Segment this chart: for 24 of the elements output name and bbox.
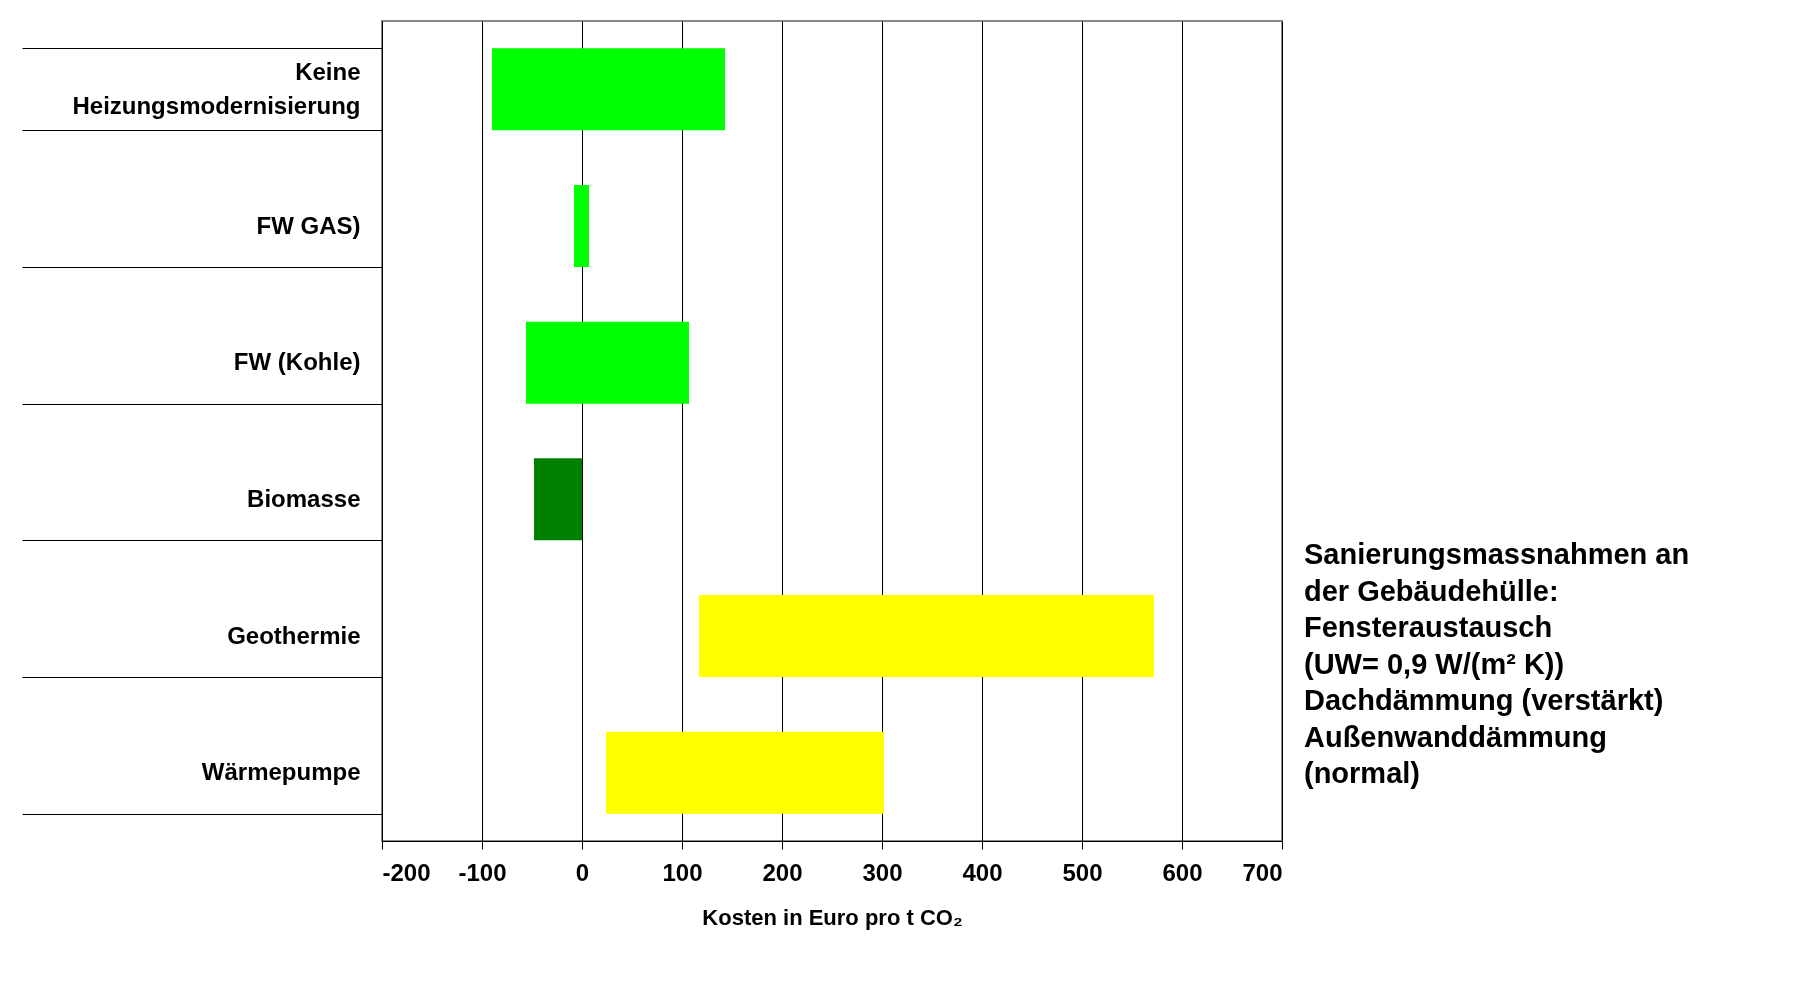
- text: Sanierungsmassnahmen an der Gebäudehülle: Fensteraustausch (UW= 0,9 W/(m² K)) Dachdämmung (verstärkt) Außenwanddämmung (normal): [1304, 538, 1690, 789]
- y-tick-label: FW GAS): [256, 211, 361, 239]
- y-tick-label: Wärmepumpe: [201, 758, 361, 786]
- y-tick-label: Geothermie: [227, 621, 361, 649]
- bar: [534, 458, 582, 541]
- x-tick-label: 0: [575, 858, 590, 886]
- x-tick-label: 500: [1062, 858, 1103, 886]
- bar: [574, 185, 589, 267]
- x-tick-label: 100: [662, 858, 703, 886]
- y-tick-label: Keine Heizungsmodernisierung: [72, 57, 361, 119]
- bar: [606, 731, 884, 814]
- x-tick-label: 400: [962, 858, 1003, 886]
- x-tick-label: 300: [862, 858, 903, 886]
- y-tick-label: Biomasse: [247, 484, 361, 512]
- x-tick-label: 600: [1162, 858, 1203, 886]
- bar: [492, 48, 725, 131]
- x-tick-label: -100: [458, 858, 507, 886]
- x-tick-label: 200: [762, 858, 803, 886]
- x-axis-title: Kosten in Euro pro t CO₂: [702, 904, 963, 930]
- bar: [526, 321, 689, 404]
- y-tick-label: FW (Kohle): [233, 348, 361, 376]
- x-tick-label: 700: [1242, 858, 1283, 886]
- bar: [699, 595, 1154, 677]
- x-tick-label: -200: [382, 858, 431, 886]
